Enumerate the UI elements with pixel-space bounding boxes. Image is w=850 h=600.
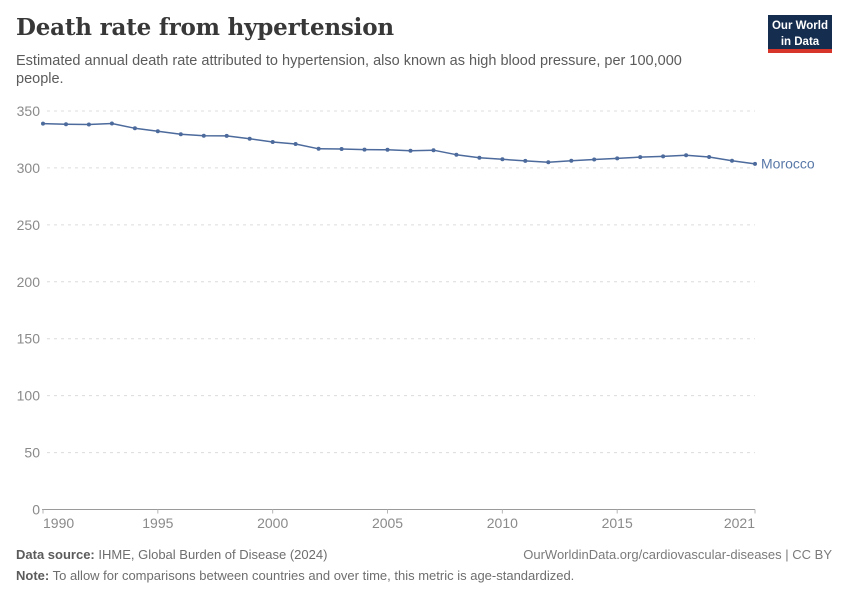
y-tick-label: 150 — [17, 331, 41, 347]
data-source-label: Data source: — [16, 547, 95, 562]
data-point — [569, 158, 574, 163]
data-point — [638, 155, 643, 160]
owid-url-link[interactable]: OurWorldinData.org/cardiovascular-diseas… — [523, 547, 832, 562]
data-point — [224, 133, 229, 138]
note-text: Note: To allow for comparisons between c… — [16, 568, 574, 583]
owid-logo: Our World in Data — [768, 15, 832, 53]
owid-logo-line1: Our World — [771, 20, 828, 32]
data-point — [201, 133, 206, 138]
data-point — [385, 147, 390, 152]
data-point — [684, 153, 689, 158]
data-point — [408, 148, 413, 153]
data-point — [362, 147, 367, 152]
x-tick-label: 2010 — [487, 515, 518, 531]
data-point — [270, 140, 275, 144]
data-point — [41, 121, 45, 126]
series-line — [42, 122, 756, 165]
data-point — [730, 158, 734, 163]
x-tick-label: 1995 — [142, 515, 173, 531]
series-entity-label: Morocco — [761, 155, 815, 171]
x-tick-label: 1990 — [43, 515, 74, 531]
data-point — [661, 154, 666, 159]
y-tick-label: 0 — [32, 502, 40, 518]
data-point — [64, 122, 68, 127]
data-point — [546, 160, 551, 165]
chart-subtitle: Estimated annual death rate attributed t… — [16, 53, 682, 88]
x-tick-label: 2015 — [602, 515, 633, 531]
data-point — [592, 157, 597, 162]
y-tick-label: 350 — [17, 103, 41, 119]
data-point — [477, 155, 482, 160]
data-point — [523, 158, 528, 163]
data-point — [431, 148, 436, 153]
data-point — [109, 121, 114, 126]
y-tick-label: 50 — [24, 445, 40, 461]
x-tick-label: 2005 — [372, 515, 403, 531]
data-point — [178, 132, 183, 137]
data-point — [707, 155, 712, 159]
data-point — [132, 126, 137, 131]
owid-logo-line2: in Data — [780, 35, 820, 48]
data-point — [293, 142, 298, 146]
data-point — [500, 157, 505, 162]
data-point — [615, 156, 620, 161]
chart-title: Death rate from hypertension — [16, 14, 394, 41]
note-value: To allow for comparisons between countri… — [49, 568, 575, 583]
x-tick-label: 2021 — [724, 515, 755, 531]
data-point — [247, 136, 252, 141]
data-point — [454, 152, 459, 157]
data-point — [155, 129, 160, 134]
data-source-value: IHME, Global Burden of Disease (2024) — [94, 547, 328, 562]
data-source-text: Data source: IHME, Global Burden of Dise… — [16, 547, 327, 562]
data-point — [316, 146, 321, 151]
data-point — [339, 147, 344, 151]
y-tick-label: 300 — [17, 160, 41, 176]
x-tick-label: 2000 — [257, 515, 288, 531]
y-tick-label: 200 — [17, 274, 41, 290]
note-label: Note: — [16, 568, 50, 583]
data-point — [753, 161, 757, 166]
data-point — [86, 122, 91, 127]
y-tick-label: 100 — [17, 388, 41, 404]
y-tick-label: 250 — [17, 217, 41, 233]
